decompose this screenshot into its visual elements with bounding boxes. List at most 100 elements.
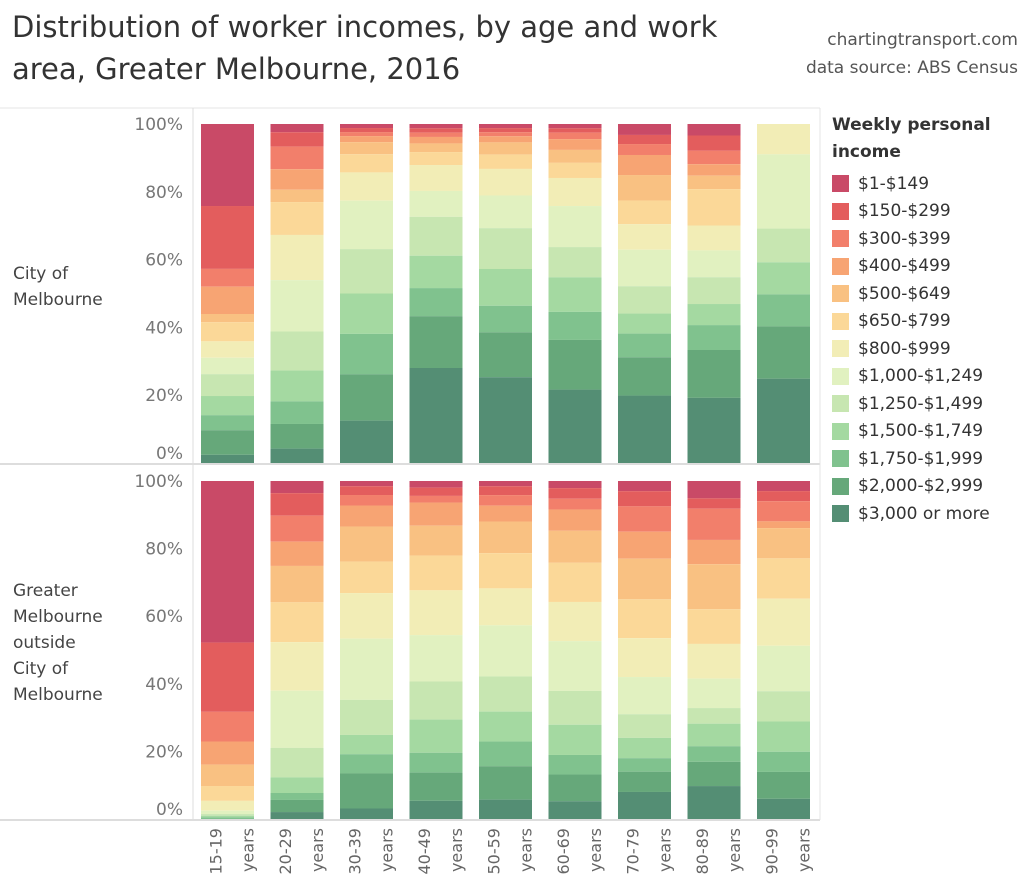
legend-swatch	[832, 422, 849, 440]
legend-item: $1,500-$1,749	[832, 418, 1022, 446]
bar-segment	[270, 370, 324, 402]
legend-swatch	[832, 202, 849, 220]
bar-segment	[409, 502, 463, 526]
bar-segment	[618, 286, 671, 314]
bar-segment	[270, 777, 324, 793]
bar-segment	[479, 136, 532, 143]
legend-label: $800-$999	[858, 338, 951, 359]
bar-segment	[340, 333, 393, 375]
bar-segment	[270, 812, 324, 819]
bar-segment	[548, 754, 602, 775]
bar-segment	[201, 815, 254, 818]
legend-item: $300-$399	[832, 225, 1022, 253]
x-tick-label: 40-49	[415, 828, 434, 875]
bar-segment	[618, 791, 671, 819]
legend-swatch	[832, 477, 849, 495]
legend-item: $150-$299	[832, 198, 1022, 226]
bar-segment	[618, 599, 671, 639]
bar-segment	[409, 481, 463, 488]
bar-segment	[270, 280, 324, 332]
y-tick-label: 20%	[145, 742, 183, 762]
bar-segment	[340, 481, 393, 487]
legend-label: $650-$799	[858, 311, 951, 332]
bar-segment	[479, 377, 532, 463]
bar-segment	[409, 495, 463, 503]
legend-item: $2,000-$2,999	[832, 473, 1022, 501]
bar-segment	[618, 771, 671, 792]
bar-segment	[340, 249, 393, 294]
legend-label: $1,750-$1,999	[858, 448, 984, 469]
row-label-line: outside	[13, 633, 76, 653]
bar-segment	[618, 506, 671, 532]
bar-segment	[687, 786, 741, 819]
bar-segment	[757, 378, 810, 463]
legend-item: $650-$799	[832, 308, 1022, 336]
bar-segment	[757, 691, 810, 722]
y-tick-label: 80%	[145, 183, 183, 203]
bar-segment	[270, 541, 324, 566]
row-label-line: Greater	[13, 581, 78, 601]
bar-segment	[548, 498, 602, 510]
bar-segment	[687, 277, 741, 305]
bar-segment	[618, 758, 671, 772]
y-tick-label: 100%	[134, 472, 183, 492]
bar-segment	[479, 588, 532, 626]
legend-label: $300-$399	[858, 228, 951, 249]
bar-segment	[479, 486, 532, 496]
legend-swatch	[832, 257, 849, 275]
bar-segment	[687, 643, 741, 679]
bar-segment	[548, 132, 602, 140]
row-label-line: Melbourne	[13, 290, 103, 310]
credit-source: data source: ABS Census	[805, 58, 1018, 78]
legend-swatch	[832, 505, 849, 523]
x-tick-label: 50-59	[485, 828, 504, 875]
bar-segment	[618, 144, 671, 155]
bar-segment	[479, 481, 532, 487]
bar-segment	[479, 268, 532, 306]
bar-segment	[618, 638, 671, 678]
bar-segment	[687, 481, 741, 499]
bar-segment	[409, 367, 463, 463]
bar-segment	[618, 491, 671, 507]
x-tick-label-suffix: years	[517, 828, 536, 872]
legend-item: $1,750-$1,999	[832, 445, 1022, 473]
bar-segment	[340, 734, 393, 755]
bar-segment	[687, 564, 741, 610]
bar-segment	[687, 723, 741, 747]
bar-segment	[270, 124, 324, 133]
bar-segment	[340, 128, 393, 133]
bar-segment	[340, 561, 393, 594]
bar-segment	[409, 772, 463, 801]
bar-segment	[270, 401, 324, 424]
bar-segment	[548, 488, 602, 499]
bar-segment	[618, 395, 671, 463]
bar-segment	[757, 154, 810, 229]
legend-label: $2,000-$2,999	[858, 476, 984, 497]
bar-segment	[479, 305, 532, 333]
x-tick-label-suffix: years	[725, 828, 744, 872]
bar-segment	[618, 737, 671, 759]
bar-segment	[409, 152, 463, 166]
bar-segment	[548, 149, 602, 163]
bar-segment	[757, 501, 810, 522]
bar-segment	[270, 642, 324, 691]
bar-segment	[340, 293, 393, 334]
bar-segment	[548, 641, 602, 691]
bar-segment	[201, 817, 254, 819]
bar-segment	[757, 528, 810, 559]
bar-segment	[479, 332, 532, 378]
legend-label: $150-$299	[858, 201, 951, 222]
bar-segment	[757, 771, 810, 799]
bar-segment	[201, 810, 254, 815]
bar-segment	[409, 216, 463, 256]
bar-segment	[757, 645, 810, 692]
bar-segment	[479, 132, 532, 137]
bar-segment	[687, 498, 741, 509]
bar-segment	[201, 711, 254, 742]
legend-item: $400-$499	[832, 253, 1022, 281]
bar-segment	[479, 711, 532, 742]
bar-segment	[479, 142, 532, 155]
bar-segment	[270, 448, 324, 463]
bar-segment	[270, 602, 324, 643]
bar-segment	[201, 642, 254, 712]
